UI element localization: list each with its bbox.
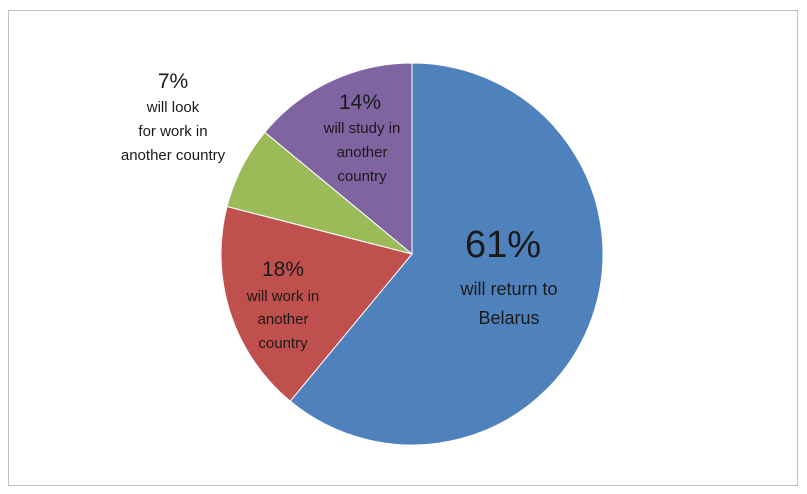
- pie-slice-work-abroad: [220, 205, 413, 402]
- percent-label-work-abroad: 18%: [262, 258, 304, 281]
- text-label-study-abroad-2: another: [337, 144, 388, 161]
- label-look-work-abroad: 7% will look for work in another country: [121, 70, 226, 164]
- text-label-look-work-abroad-1: will look: [146, 99, 200, 116]
- pie-slices: [220, 62, 604, 446]
- text-label-look-work-abroad-2: for work in: [138, 123, 207, 140]
- label-return-belarus: 61% will return to Belarus: [459, 224, 557, 328]
- label-work-abroad: 18% will work in another country: [246, 258, 320, 352]
- percent-label-look-work-abroad: 7%: [158, 70, 188, 93]
- text-label-look-work-abroad-3: another country: [121, 147, 226, 164]
- text-label-work-abroad-3: country: [258, 335, 308, 352]
- text-label-return-belarus-1: will return to: [459, 279, 557, 299]
- text-label-work-abroad-2: another: [258, 311, 309, 328]
- label-study-abroad: 14% will study in another country: [323, 91, 401, 185]
- text-label-return-belarus-2: Belarus: [478, 308, 539, 328]
- text-label-work-abroad-1: will work in: [246, 288, 320, 305]
- pie-slice-return-belarus: [289, 62, 604, 446]
- text-label-study-abroad-1: will study in: [323, 120, 401, 137]
- percent-label-study-abroad: 14%: [339, 91, 381, 114]
- text-label-study-abroad-3: country: [337, 168, 387, 185]
- pie-slice-study-abroad: [264, 62, 413, 256]
- percent-label-return-belarus: 61%: [465, 224, 541, 266]
